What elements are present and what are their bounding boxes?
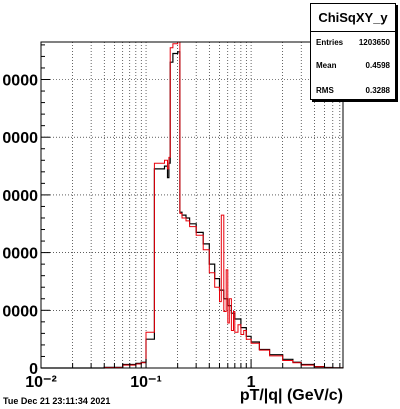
y-tick-label: 0000 (2, 73, 38, 90)
x-tick-label: 10⁻² (25, 374, 57, 391)
stats-title: ChiSqXY_y (311, 4, 395, 32)
x-tick-label: 1 (247, 374, 256, 391)
x-axis-title: pT/|q| (GeV/c) (240, 387, 343, 404)
series-line-2 (41, 41, 344, 369)
stats-label: Mean (316, 61, 337, 70)
y-tick-label: 0000 (2, 246, 38, 263)
stats-value: 0.3288 (365, 86, 390, 95)
stats-label: Entries (316, 38, 344, 47)
stats-label: RMS (316, 86, 334, 95)
stats-value: 0.4598 (365, 61, 390, 70)
stats-row-mean: Mean 0.4598 (316, 61, 390, 70)
stats-row-rms: RMS 0.3288 (316, 86, 390, 95)
y-tick-label: 0000 (2, 188, 38, 205)
stats-row-entries: Entries 1203650 (316, 38, 390, 47)
y-tick-label: 0 (29, 361, 38, 378)
y-tick-label: 0000 (2, 303, 38, 320)
plot-frame (40, 41, 344, 369)
stats-box: ChiSqXY_y Entries 1203650 Mean 0.4598 RM… (310, 3, 396, 100)
stats-value: 1203650 (358, 38, 390, 47)
series-line-1 (41, 51, 344, 369)
y-tick-label: 0000 (2, 130, 38, 147)
x-tick-label: 10⁻¹ (130, 374, 162, 391)
timestamp: Tue Dec 21 23:11:34 2021 (3, 396, 111, 406)
